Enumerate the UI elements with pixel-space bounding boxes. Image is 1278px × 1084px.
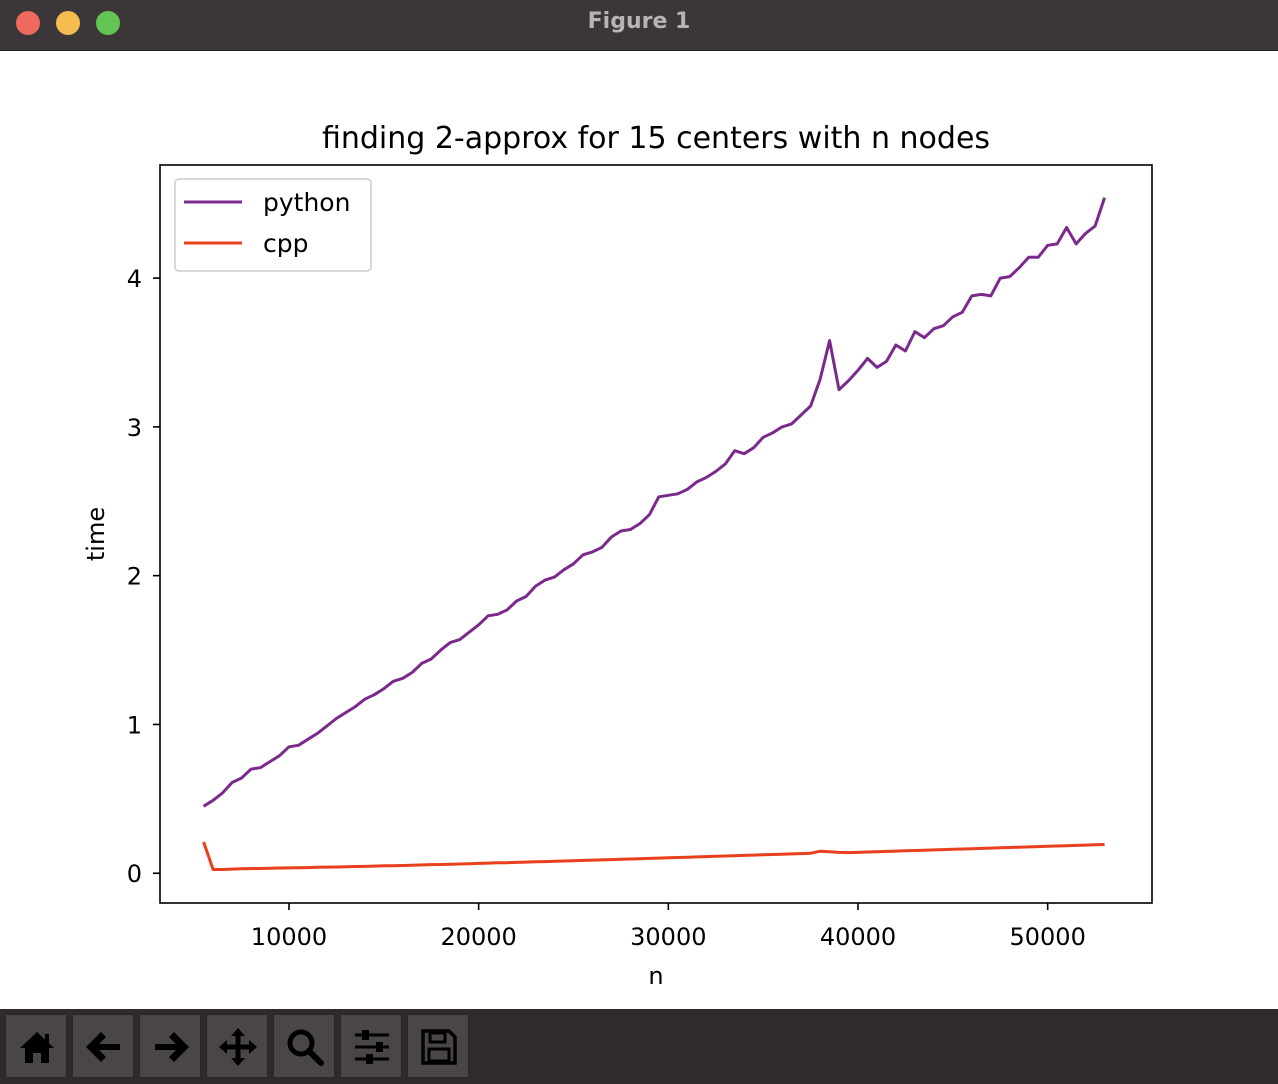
minimize-window-button[interactable] xyxy=(56,11,80,35)
legend: python cpp xyxy=(174,178,372,272)
save-icon xyxy=(421,1029,457,1065)
y-tick-label: 1 xyxy=(127,711,142,739)
close-window-button[interactable] xyxy=(16,11,40,35)
y-tick-label: 2 xyxy=(127,563,142,591)
series-line-python xyxy=(202,197,1107,808)
pan-icon xyxy=(219,1028,257,1066)
x-tick-label: 40000 xyxy=(820,923,896,951)
zoom-icon xyxy=(287,1029,324,1066)
x-axis-label: n xyxy=(648,962,663,990)
y-tick-label: 0 xyxy=(127,860,142,888)
x-tick-label: 10000 xyxy=(251,923,327,951)
y-axis: 0 1 2 3 4 xyxy=(127,265,160,888)
window-title: Figure 1 xyxy=(587,9,691,34)
maximize-window-button[interactable] xyxy=(96,11,120,35)
home-button[interactable] xyxy=(5,1014,67,1078)
configure-subplots-icon xyxy=(355,1030,389,1064)
figure-canvas: finding 2-approx for 15 centers with n n… xyxy=(0,51,1278,1009)
back-icon xyxy=(86,1032,120,1062)
chart-title: finding 2-approx for 15 centers with n n… xyxy=(322,121,990,156)
x-tick-label: 30000 xyxy=(630,923,706,951)
y-tick-label: 3 xyxy=(127,414,142,442)
legend-label-cpp: cpp xyxy=(263,229,308,258)
x-tick-label: 20000 xyxy=(440,923,516,951)
navigation-toolbar xyxy=(0,1009,1278,1084)
series-line-cpp xyxy=(202,841,1105,871)
plot-content xyxy=(202,197,1107,871)
axes-frame xyxy=(159,164,1153,904)
y-tick-label: 4 xyxy=(127,265,142,293)
home-icon xyxy=(20,1032,54,1063)
forward-button[interactable] xyxy=(139,1014,201,1078)
legend-label-python: python xyxy=(263,188,350,217)
back-button[interactable] xyxy=(72,1014,134,1078)
x-axis: 10000 20000 30000 40000 50000 xyxy=(251,903,1086,951)
forward-icon xyxy=(155,1032,189,1062)
x-tick-label: 50000 xyxy=(1009,923,1085,951)
title-bar[interactable]: Figure 1 xyxy=(0,0,1278,51)
configure-subplots-button[interactable] xyxy=(340,1014,402,1078)
zoom-button[interactable] xyxy=(273,1014,335,1078)
save-button[interactable] xyxy=(407,1014,469,1078)
line-chart: finding 2-approx for 15 centers with n n… xyxy=(82,121,1153,990)
pan-button[interactable] xyxy=(206,1014,268,1078)
y-axis-label: time xyxy=(82,507,110,561)
